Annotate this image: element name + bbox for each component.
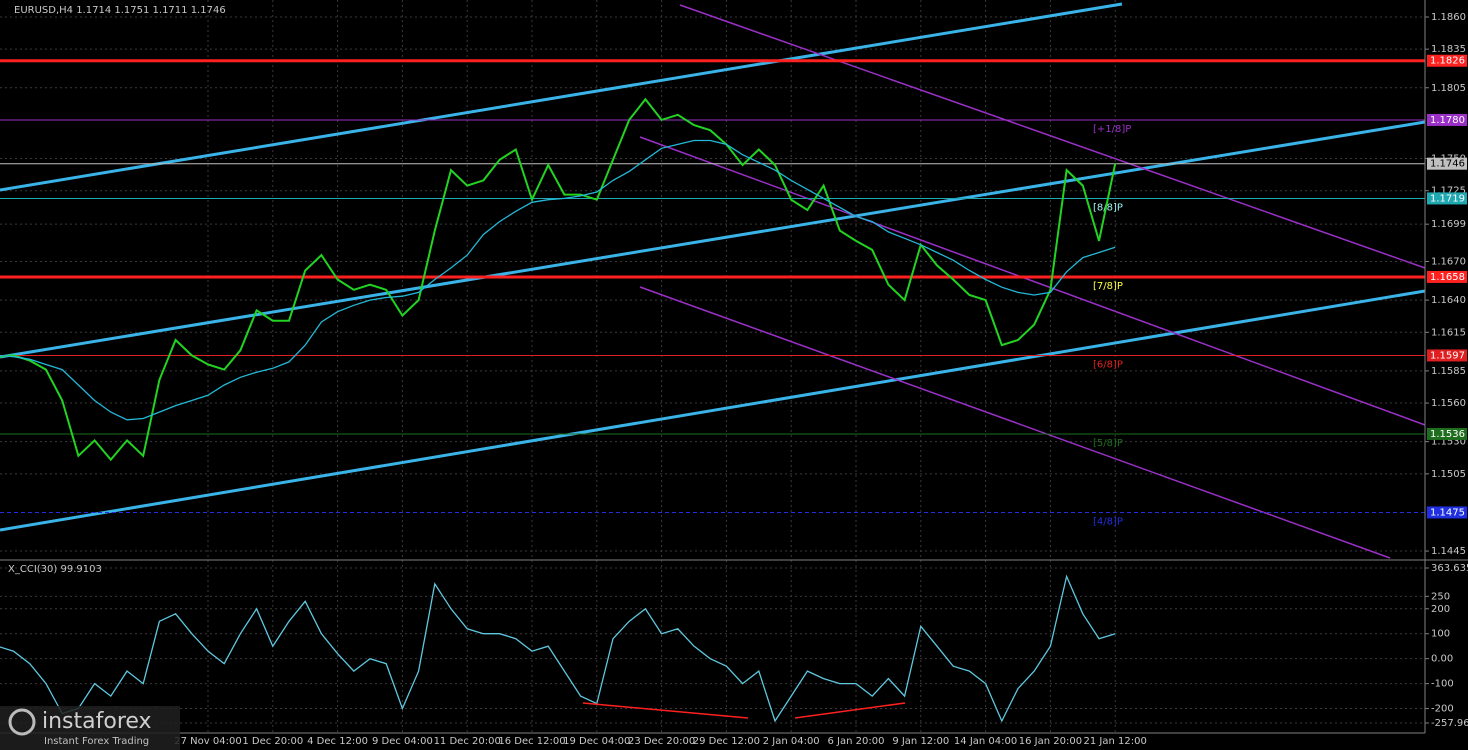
level-tag: [4/8]P (1093, 516, 1123, 527)
level-label: 1.1658 (1430, 272, 1465, 283)
y-tick-label: 250 (1431, 591, 1450, 602)
y-tick-label: 1.1530 (1431, 437, 1466, 448)
level-box (1427, 54, 1467, 67)
y-tick-label: 1.1445 (1431, 546, 1466, 557)
level-box (1427, 427, 1467, 440)
x-tick-label: 2 Jan 04:00 (763, 736, 820, 747)
logo-text: instaforex (42, 709, 152, 734)
x-tick-label: 27 Nov 04:00 (174, 736, 241, 747)
level-label: 1.1597 (1430, 350, 1465, 361)
level-tag: [7/8]P (1093, 281, 1123, 292)
y-tick-label: 1.1640 (1431, 295, 1466, 306)
level-box (1427, 270, 1467, 283)
y-tick-label: -100 (1431, 679, 1454, 690)
logo-tagline: Instant Forex Trading (44, 736, 149, 747)
trendline (0, 2, 1123, 192)
level-label: 1.1746 (1430, 159, 1465, 170)
level-box (1427, 349, 1467, 362)
trendline (0, 120, 1426, 359)
x-tick-label: 23 Dec 20:00 (628, 736, 695, 747)
grid (0, 0, 1425, 733)
level-label: 1.1780 (1430, 115, 1465, 126)
chart-title: EURUSD,H4 1.1714 1.1751 1.1711 1.1746 (14, 5, 226, 16)
price-line (0, 97, 1117, 462)
trendline (639, 286, 1391, 559)
levels: [+1/8]P [8/8]P [7/8]P [6/8]P [5/8]P [4/8]P (0, 59, 1425, 527)
level-label: 1.1719 (1430, 193, 1465, 204)
trendline (0, 289, 1426, 532)
indicator-title: X_CCI(30) 99.9103 (8, 564, 102, 575)
x-tick-label: 9 Dec 04:00 (372, 736, 433, 747)
plot (0, 97, 1117, 723)
y-tick-label: 1.1505 (1431, 469, 1466, 480)
trendline (679, 4, 1426, 269)
x-tick-label: 14 Jan 04:00 (954, 736, 1017, 747)
y-tick-label: 1.1699 (1431, 219, 1466, 230)
x-tick-label: 16 Dec 12:00 (498, 736, 565, 747)
divergence (582, 702, 906, 719)
y-tick-label: 363.6356 (1431, 563, 1468, 574)
y-tick-label: 1.1805 (1431, 83, 1466, 94)
logo: instaforex Instant Forex Trading (0, 706, 180, 750)
y-tick-label: 1.1670 (1431, 256, 1466, 267)
axis: 1.18601.18351.18051.17501.17251.16991.16… (174, 12, 1468, 747)
level-tag: [5/8]P (1093, 438, 1123, 449)
x-tick-label: 11 Dec 20:00 (434, 736, 501, 747)
y-tick-label: 1.1725 (1431, 186, 1466, 197)
y-tick-label: 200 (1431, 604, 1450, 615)
level-label: 1.1475 (1430, 507, 1465, 518)
x-tick-label: 9 Jan 12:00 (892, 736, 949, 747)
level-tag: [+1/8]P (1093, 124, 1131, 135)
level-box (1427, 192, 1467, 205)
y-tick-label: 1.1560 (1431, 398, 1466, 409)
level-box (1427, 157, 1467, 170)
level-tag: [6/8]P (1093, 359, 1123, 370)
channel (639, 4, 1426, 559)
x-tick-label: 4 Dec 12:00 (307, 736, 368, 747)
x-tick-label: 16 Jan 20:00 (1019, 736, 1082, 747)
x-tick-label: 29 Dec 12:00 (693, 736, 760, 747)
y-tick-label: 1.1835 (1431, 44, 1466, 55)
divergence-line (582, 702, 749, 719)
x-tick-label: 6 Jan 20:00 (828, 736, 885, 747)
y-tick-label: 1.1615 (1431, 327, 1466, 338)
y-tick-label: -200 (1431, 704, 1454, 715)
cci-line (0, 574, 1116, 723)
channel (0, 2, 1426, 532)
level-box (1427, 506, 1467, 519)
x-tick-label: 19 Dec 04:00 (563, 736, 630, 747)
level-label: 1.1826 (1430, 56, 1465, 67)
level-label: 1.1536 (1430, 429, 1465, 440)
trendline (639, 136, 1426, 426)
level-box (1427, 113, 1467, 126)
y-tick-label: 1.1860 (1431, 12, 1466, 23)
x-tick-label: 1 Dec 20:00 (242, 736, 303, 747)
x-tick-label: 21 Jan 12:00 (1084, 736, 1147, 747)
y-tick-label: 100 (1431, 629, 1450, 640)
y-tick-label: 0.00 (1431, 654, 1453, 665)
divergence-line (794, 702, 906, 719)
y-tick-label: -257.960 (1431, 718, 1468, 729)
ma-line (0, 139, 1116, 421)
level-tag: [8/8]P (1093, 202, 1123, 213)
y-tick-label: 1.1585 (1431, 366, 1466, 377)
logo-icon (8, 708, 36, 736)
